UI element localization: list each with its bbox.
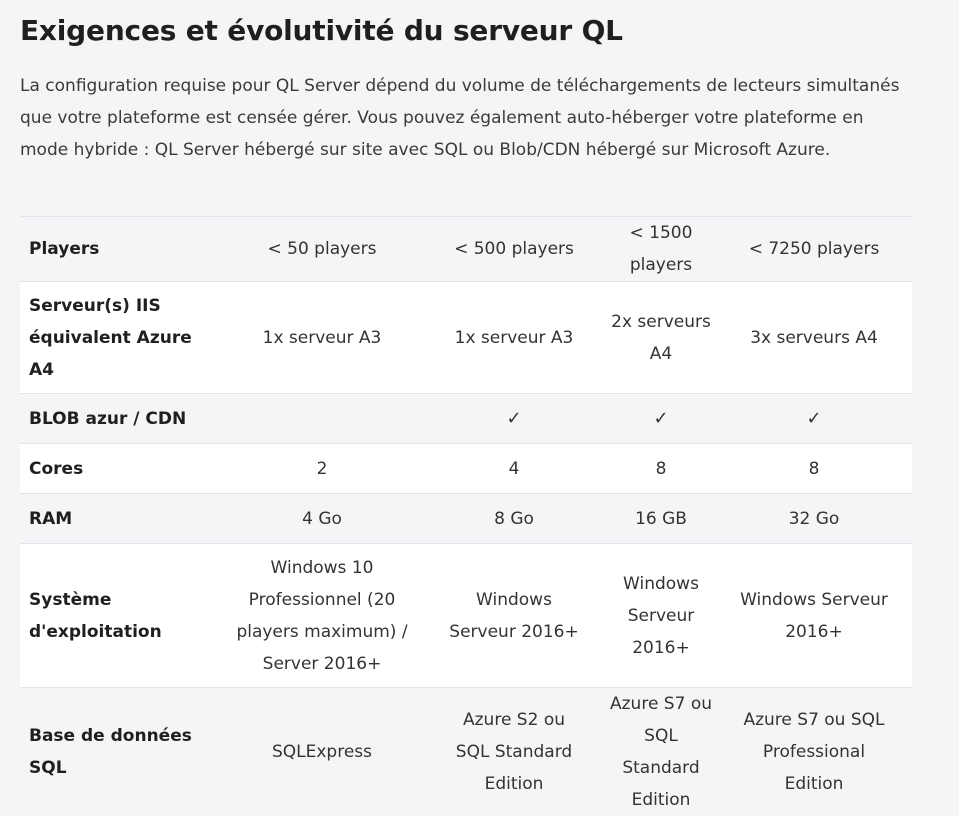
table-cell: 8 Go <box>422 494 606 544</box>
table-row-cores: Cores 2 4 8 8 <box>20 444 912 494</box>
table-row-os: Système d'exploitation Windows 10 Profes… <box>20 544 912 688</box>
table-row-iis-servers: Serveur(s) IIS équivalent Azure A4 1x se… <box>20 282 912 394</box>
table-cell <box>222 394 422 444</box>
row-header-cores: Cores <box>20 444 222 494</box>
table-cell: 1x serveur A3 <box>222 282 422 394</box>
table-cell: < 1500 players <box>606 217 716 282</box>
table-cell: Windows Serveur 2016+ <box>606 544 716 688</box>
table-cell-text: Windows 10 Professionnel (20 players max… <box>232 552 412 680</box>
row-header-os: Système d'exploitation <box>20 544 222 688</box>
table-cell: 32 Go <box>716 494 912 544</box>
row-header-database: Base de données SQL <box>20 688 222 816</box>
table-cell: 8 <box>716 444 912 494</box>
table-cell: 8 <box>606 444 716 494</box>
table-cell: 4 Go <box>222 494 422 544</box>
row-header-label: Système d'exploitation <box>29 584 179 648</box>
table-cell: 1x serveur A3 <box>422 282 606 394</box>
table-cell: 3x serveurs A4 <box>716 282 912 394</box>
page-content: Exigences et évolutivité du serveur QL L… <box>20 0 912 166</box>
table-cell-text: Windows Serveur 2016+ <box>607 568 715 664</box>
row-header-ram: RAM <box>20 494 222 544</box>
table-cell: Windows Serveur 2016+ <box>716 544 912 688</box>
table-cell-text: Azure S7 ou SQL Professional Edition <box>732 704 897 800</box>
table-row-blob-cdn: BLOB azur / CDN ✓ ✓ ✓ <box>20 394 912 444</box>
table-cell: < 50 players <box>222 217 422 282</box>
table-cell: 2x serveurs A4 <box>606 282 716 394</box>
table-cell-text: Windows Serveur 2016+ <box>729 584 899 648</box>
row-header-iis-servers: Serveur(s) IIS équivalent Azure A4 <box>20 282 222 394</box>
check-icon: ✓ <box>606 394 716 444</box>
table-cell: Azure S7 ou SQL Standard Edition <box>606 688 716 816</box>
intro-paragraph: La configuration requise pour QL Server … <box>20 70 900 166</box>
check-icon: ✓ <box>716 394 912 444</box>
table-cell: SQLExpress <box>222 688 422 816</box>
row-header-players: Players <box>20 217 222 282</box>
table-cell: Windows Serveur 2016+ <box>422 544 606 688</box>
table-cell: Windows 10 Professionnel (20 players max… <box>222 544 422 688</box>
table-cell-text: Azure S7 ou SQL Standard Edition <box>607 688 715 816</box>
table-cell: 16 GB <box>606 494 716 544</box>
table-cell: Azure S2 ou SQL Standard Edition <box>422 688 606 816</box>
table-row-database: Base de données SQL SQLExpress Azure S2 … <box>20 688 912 816</box>
table-cell-text: Azure S2 ou SQL Standard Edition <box>444 704 584 800</box>
table-cell: < 7250 players <box>716 217 912 282</box>
check-icon: ✓ <box>422 394 606 444</box>
table-row-players: Players < 50 players < 500 players < 150… <box>20 217 912 282</box>
row-header-label: Serveur(s) IIS équivalent Azure A4 <box>29 290 199 386</box>
requirements-table: Players < 50 players < 500 players < 150… <box>20 216 912 816</box>
table-cell: 2 <box>222 444 422 494</box>
row-header-label: Base de données SQL <box>29 720 199 784</box>
table-cell: Azure S7 ou SQL Professional Edition <box>716 688 912 816</box>
table-cell: < 500 players <box>422 217 606 282</box>
table-cell: 4 <box>422 444 606 494</box>
row-header-blob-cdn: BLOB azur / CDN <box>20 394 222 444</box>
table-row-ram: RAM 4 Go 8 Go 16 GB 32 Go <box>20 494 912 544</box>
table-cell-text: Windows Serveur 2016+ <box>444 584 584 648</box>
page-title: Exigences et évolutivité du serveur QL <box>20 0 912 58</box>
